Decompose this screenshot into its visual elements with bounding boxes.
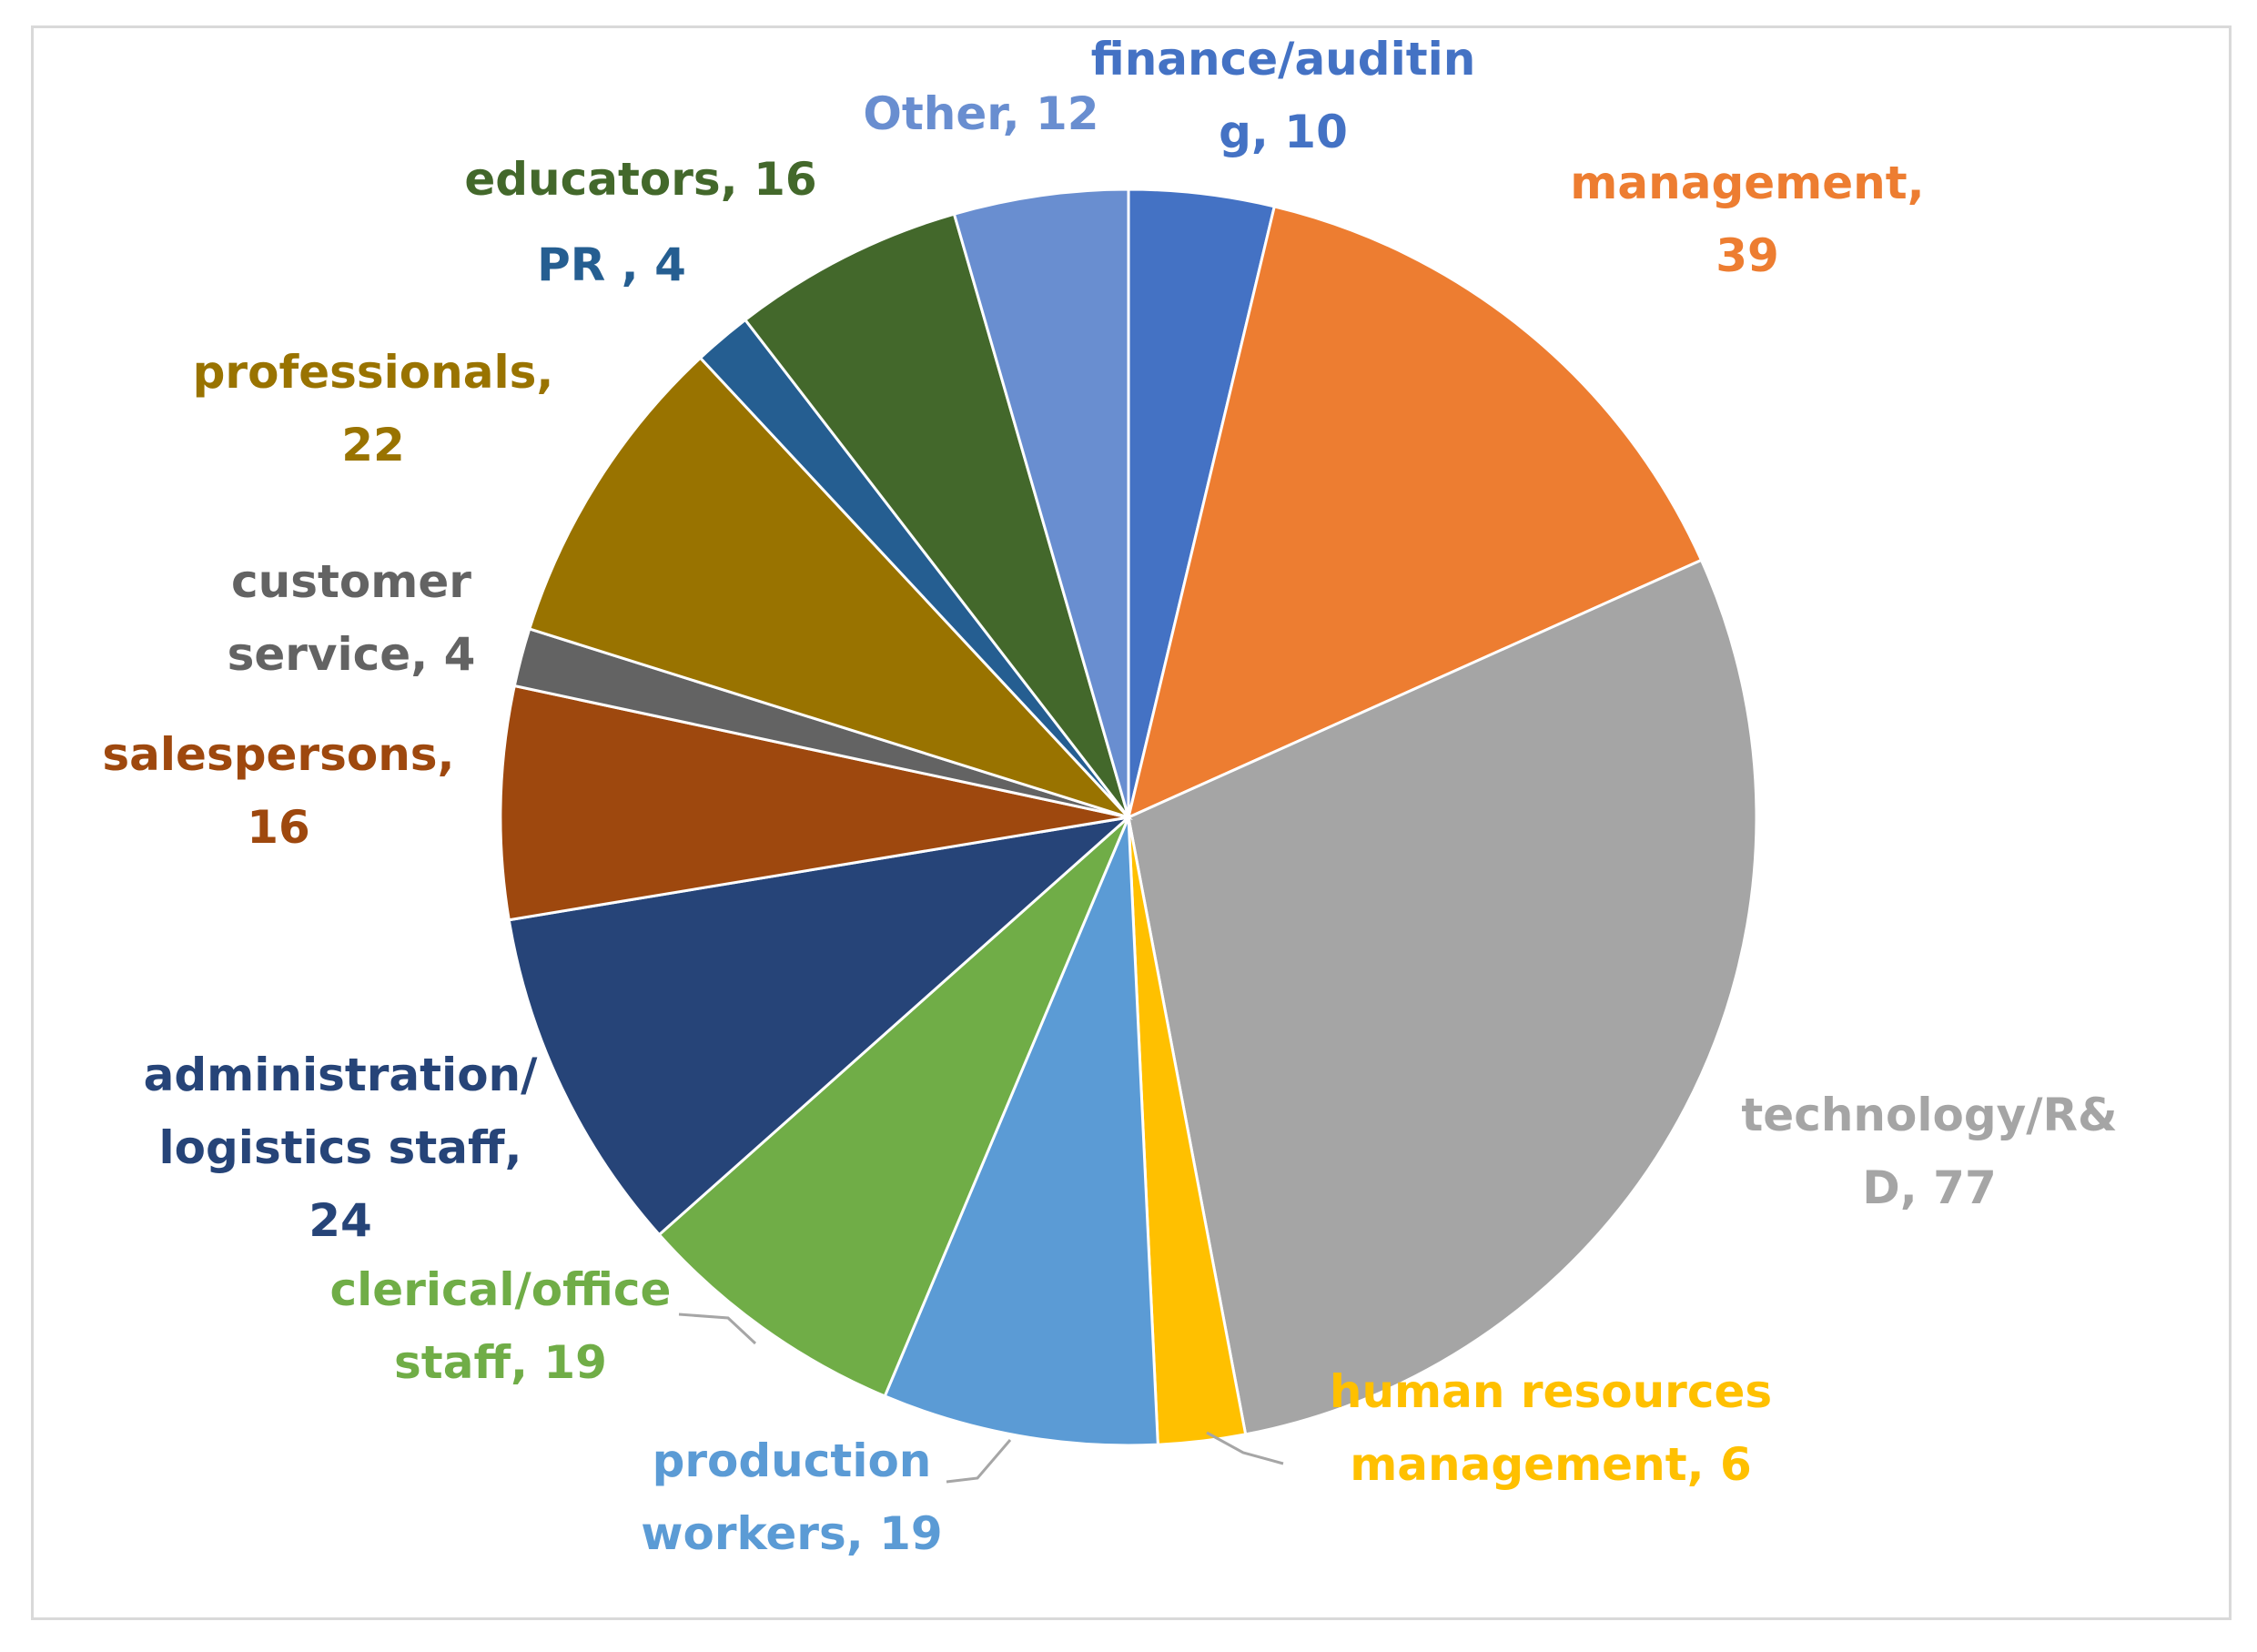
- pie-slice-7: [507, 815, 1133, 1237]
- leader-line-6: [678, 1312, 757, 1345]
- leader-line-4: [1206, 1431, 1284, 1465]
- pie-slice-2: [1126, 205, 1704, 820]
- data-label-line: logistics staff,: [159, 1121, 522, 1174]
- data-label-6: clerical/office staff, 19: [330, 1263, 672, 1389]
- data-label-line: 39: [1716, 229, 1779, 282]
- data-label-7: administration/logistics staff, 24: [144, 1049, 539, 1247]
- data-label-line: human resources: [1330, 1365, 1772, 1418]
- data-label-line: 24: [309, 1194, 372, 1247]
- data-label-13: Other, 12: [863, 87, 1098, 140]
- pie-slice-3: [1127, 558, 1758, 1436]
- data-label-line: customer: [231, 555, 471, 608]
- data-label-3: technology/R& D, 77: [1741, 1089, 2117, 1214]
- data-label-line: Other, 12: [863, 87, 1098, 140]
- data-label-10: professionals, 22: [193, 346, 554, 471]
- pie-slices: [499, 187, 1758, 1447]
- data-label-12: educators, 16: [464, 153, 816, 206]
- pie-slice-10: [527, 356, 1133, 821]
- data-label-1: finance/auditin g, 10: [1091, 33, 1476, 158]
- data-label-line: salespersons,: [102, 728, 454, 781]
- data-label-line: 22: [341, 419, 405, 471]
- data-label-9: customer service, 4: [228, 555, 476, 681]
- data-label-8: salespersons, 16: [102, 728, 454, 854]
- data-label-line: technology/R&: [1741, 1089, 2117, 1141]
- data-label-11: PR , 4: [537, 238, 686, 291]
- pie-slice-5: [883, 816, 1159, 1447]
- data-label-line: clerical/office: [330, 1263, 672, 1316]
- pie-slice-12: [743, 212, 1130, 818]
- data-label-line: workers, 19: [641, 1507, 942, 1560]
- data-label-line: educators, 16: [464, 153, 816, 206]
- data-label-line: finance/auditin: [1091, 33, 1476, 86]
- data-labels: finance/auditin g, 10 management, 39 technol…: [102, 33, 2117, 1560]
- pie-slice-6: [657, 816, 1130, 1398]
- data-label-line: management, 6: [1350, 1438, 1752, 1491]
- data-label-line: PR , 4: [537, 238, 686, 291]
- leader-lines: [678, 1312, 1284, 1484]
- data-label-line: service, 4: [228, 628, 476, 681]
- data-label-line: 16: [247, 801, 310, 854]
- leader-line-5: [946, 1439, 1012, 1484]
- pie-slice-8: [499, 684, 1129, 922]
- data-label-2: management, 39: [1570, 157, 1924, 282]
- data-label-line: administration/: [144, 1049, 539, 1101]
- data-label-line: D, 77: [1862, 1161, 1997, 1214]
- data-label-line: staff, 19: [394, 1336, 607, 1389]
- data-label-line: production: [653, 1434, 932, 1487]
- data-label-line: g, 10: [1219, 106, 1348, 158]
- pie-slice-13: [952, 187, 1130, 818]
- data-label-line: professionals,: [193, 346, 554, 399]
- data-label-4: human resources management, 6: [1330, 1365, 1772, 1491]
- data-label-5: production workers, 19: [641, 1434, 942, 1560]
- data-label-line: management,: [1570, 157, 1924, 209]
